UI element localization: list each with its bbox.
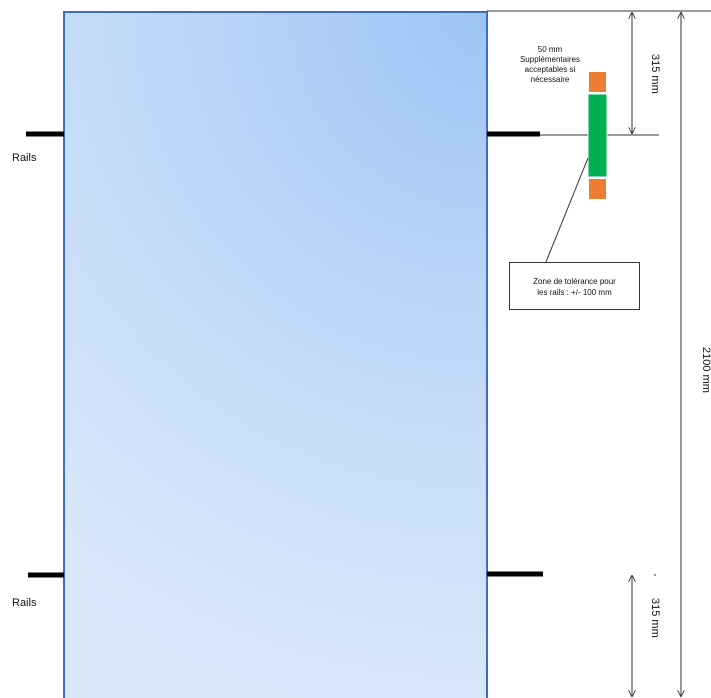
tolerance-line-2: les rails : +/- 100 mm: [537, 288, 612, 297]
extra-note-line-4: nécessaire: [530, 75, 570, 84]
tolerance-note-box: Zone de tolérance pour les rails : +/- 1…: [509, 262, 640, 310]
dimension-top-label: 315 mm: [649, 54, 661, 94]
extra-tolerance-top: [589, 72, 606, 92]
extra-note-line-3: acceptables si: [524, 65, 576, 74]
tolerance-leader-line: [545, 157, 589, 263]
extra-tolerance-bottom: [589, 179, 606, 199]
extra-note-line-1: 50 mm: [537, 45, 563, 54]
dimension-total-label: 2100 mm: [700, 347, 711, 393]
rails-label-top: Rails: [12, 152, 37, 164]
door-panel: [63, 11, 488, 698]
dimension-bottom-label: 315 mm: [649, 598, 661, 638]
rails-label-bottom: Rails: [12, 597, 37, 609]
tolerance-zone: [587, 93, 608, 178]
tolerance-line-1: Zone de tolérance pour: [533, 277, 616, 286]
extra-note-line-2: Supplémentaires: [519, 55, 581, 64]
extra-tolerance-note: 50 mm Supplémentaires acceptables si néc…: [500, 45, 600, 85]
